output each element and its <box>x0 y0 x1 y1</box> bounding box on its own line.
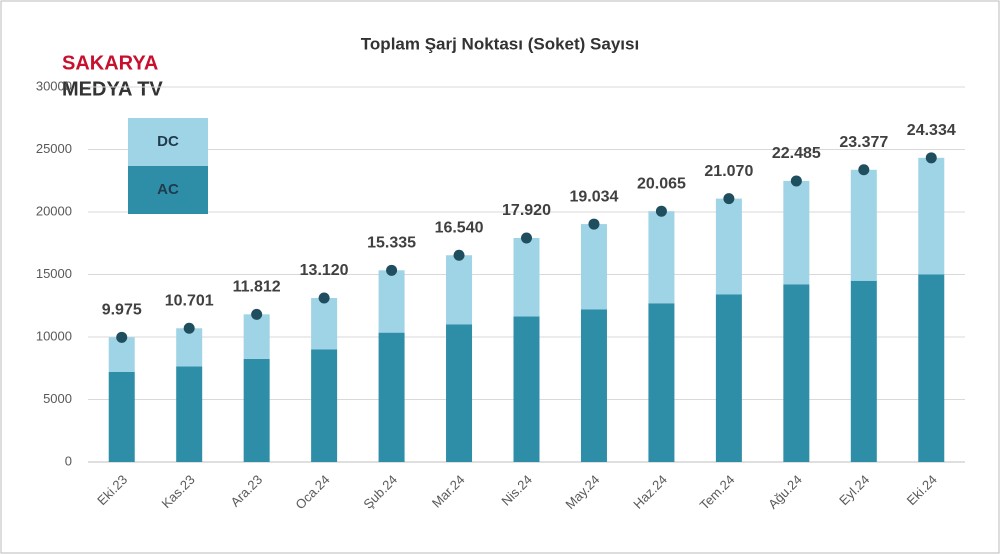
total-dot <box>386 264 398 276</box>
logo-top: SAKARYA <box>62 52 158 74</box>
total-dot <box>251 308 263 320</box>
total-label: 23.377 <box>839 134 888 151</box>
total-dot <box>588 218 600 230</box>
bar-segment <box>580 224 607 310</box>
bar-segment <box>176 366 203 462</box>
bar-segment <box>108 337 135 372</box>
y-tick-label: 25000 <box>36 141 72 156</box>
y-tick-label: 15000 <box>36 266 72 281</box>
total-label: 10.701 <box>165 292 214 309</box>
total-dot <box>858 164 870 176</box>
bar-segment <box>446 324 473 462</box>
y-tick-label: 30000 <box>36 78 72 93</box>
bar-segment <box>513 316 540 462</box>
bar-segment <box>378 332 405 462</box>
total-dot <box>453 249 465 261</box>
legend-label: DC <box>157 133 179 150</box>
total-dot <box>116 331 128 343</box>
bar-segment <box>513 238 540 317</box>
bar-segment <box>783 284 810 462</box>
bar-segment <box>311 298 338 350</box>
total-label: 21.070 <box>704 163 753 180</box>
total-label: 24.334 <box>907 122 956 139</box>
bar-segment <box>850 280 877 462</box>
bar-segment <box>648 303 675 462</box>
total-label: 11.812 <box>233 279 281 296</box>
bar-segment <box>783 180 810 285</box>
bar-segment <box>918 274 945 462</box>
total-dot <box>790 175 802 187</box>
bar-segment <box>311 349 338 462</box>
bar-segment <box>446 255 473 325</box>
total-label: 17.920 <box>502 202 551 219</box>
y-tick-label: 0 <box>65 453 72 468</box>
y-tick-label: 5000 <box>43 391 72 406</box>
bar-segment <box>176 328 203 367</box>
bar-segment <box>715 294 742 462</box>
total-label: 20.065 <box>637 175 686 192</box>
total-label: 22.485 <box>772 145 821 162</box>
total-dot <box>655 205 667 217</box>
bar-segment <box>918 157 945 275</box>
logo-bottom: MEDYA TV <box>62 78 163 100</box>
bar-segment <box>580 309 607 462</box>
total-dot <box>925 152 937 164</box>
total-dot <box>723 193 735 205</box>
legend-label: AC <box>157 181 179 198</box>
legend-swatch <box>128 166 208 214</box>
chart-title: Toplam Şarj Noktası (Soket) Sayısı <box>361 34 639 53</box>
bar-segment <box>378 270 405 333</box>
total-label: 15.335 <box>367 235 416 252</box>
bar-segment <box>850 169 877 281</box>
legend-swatch <box>128 118 208 166</box>
bar-segment <box>648 211 675 304</box>
total-dot <box>318 292 330 304</box>
bar-segment <box>108 372 135 462</box>
y-tick-label: 10000 <box>36 328 72 343</box>
total-label: 13.120 <box>300 262 349 279</box>
total-dot <box>183 322 195 334</box>
bar-segment <box>243 314 270 359</box>
total-label: 9.975 <box>102 302 142 319</box>
total-label: 16.540 <box>435 219 484 236</box>
y-tick-label: 20000 <box>36 203 72 218</box>
bar-segment <box>243 358 270 462</box>
total-label: 19.034 <box>569 188 618 205</box>
bar-segment <box>715 198 742 295</box>
total-dot <box>521 232 532 244</box>
